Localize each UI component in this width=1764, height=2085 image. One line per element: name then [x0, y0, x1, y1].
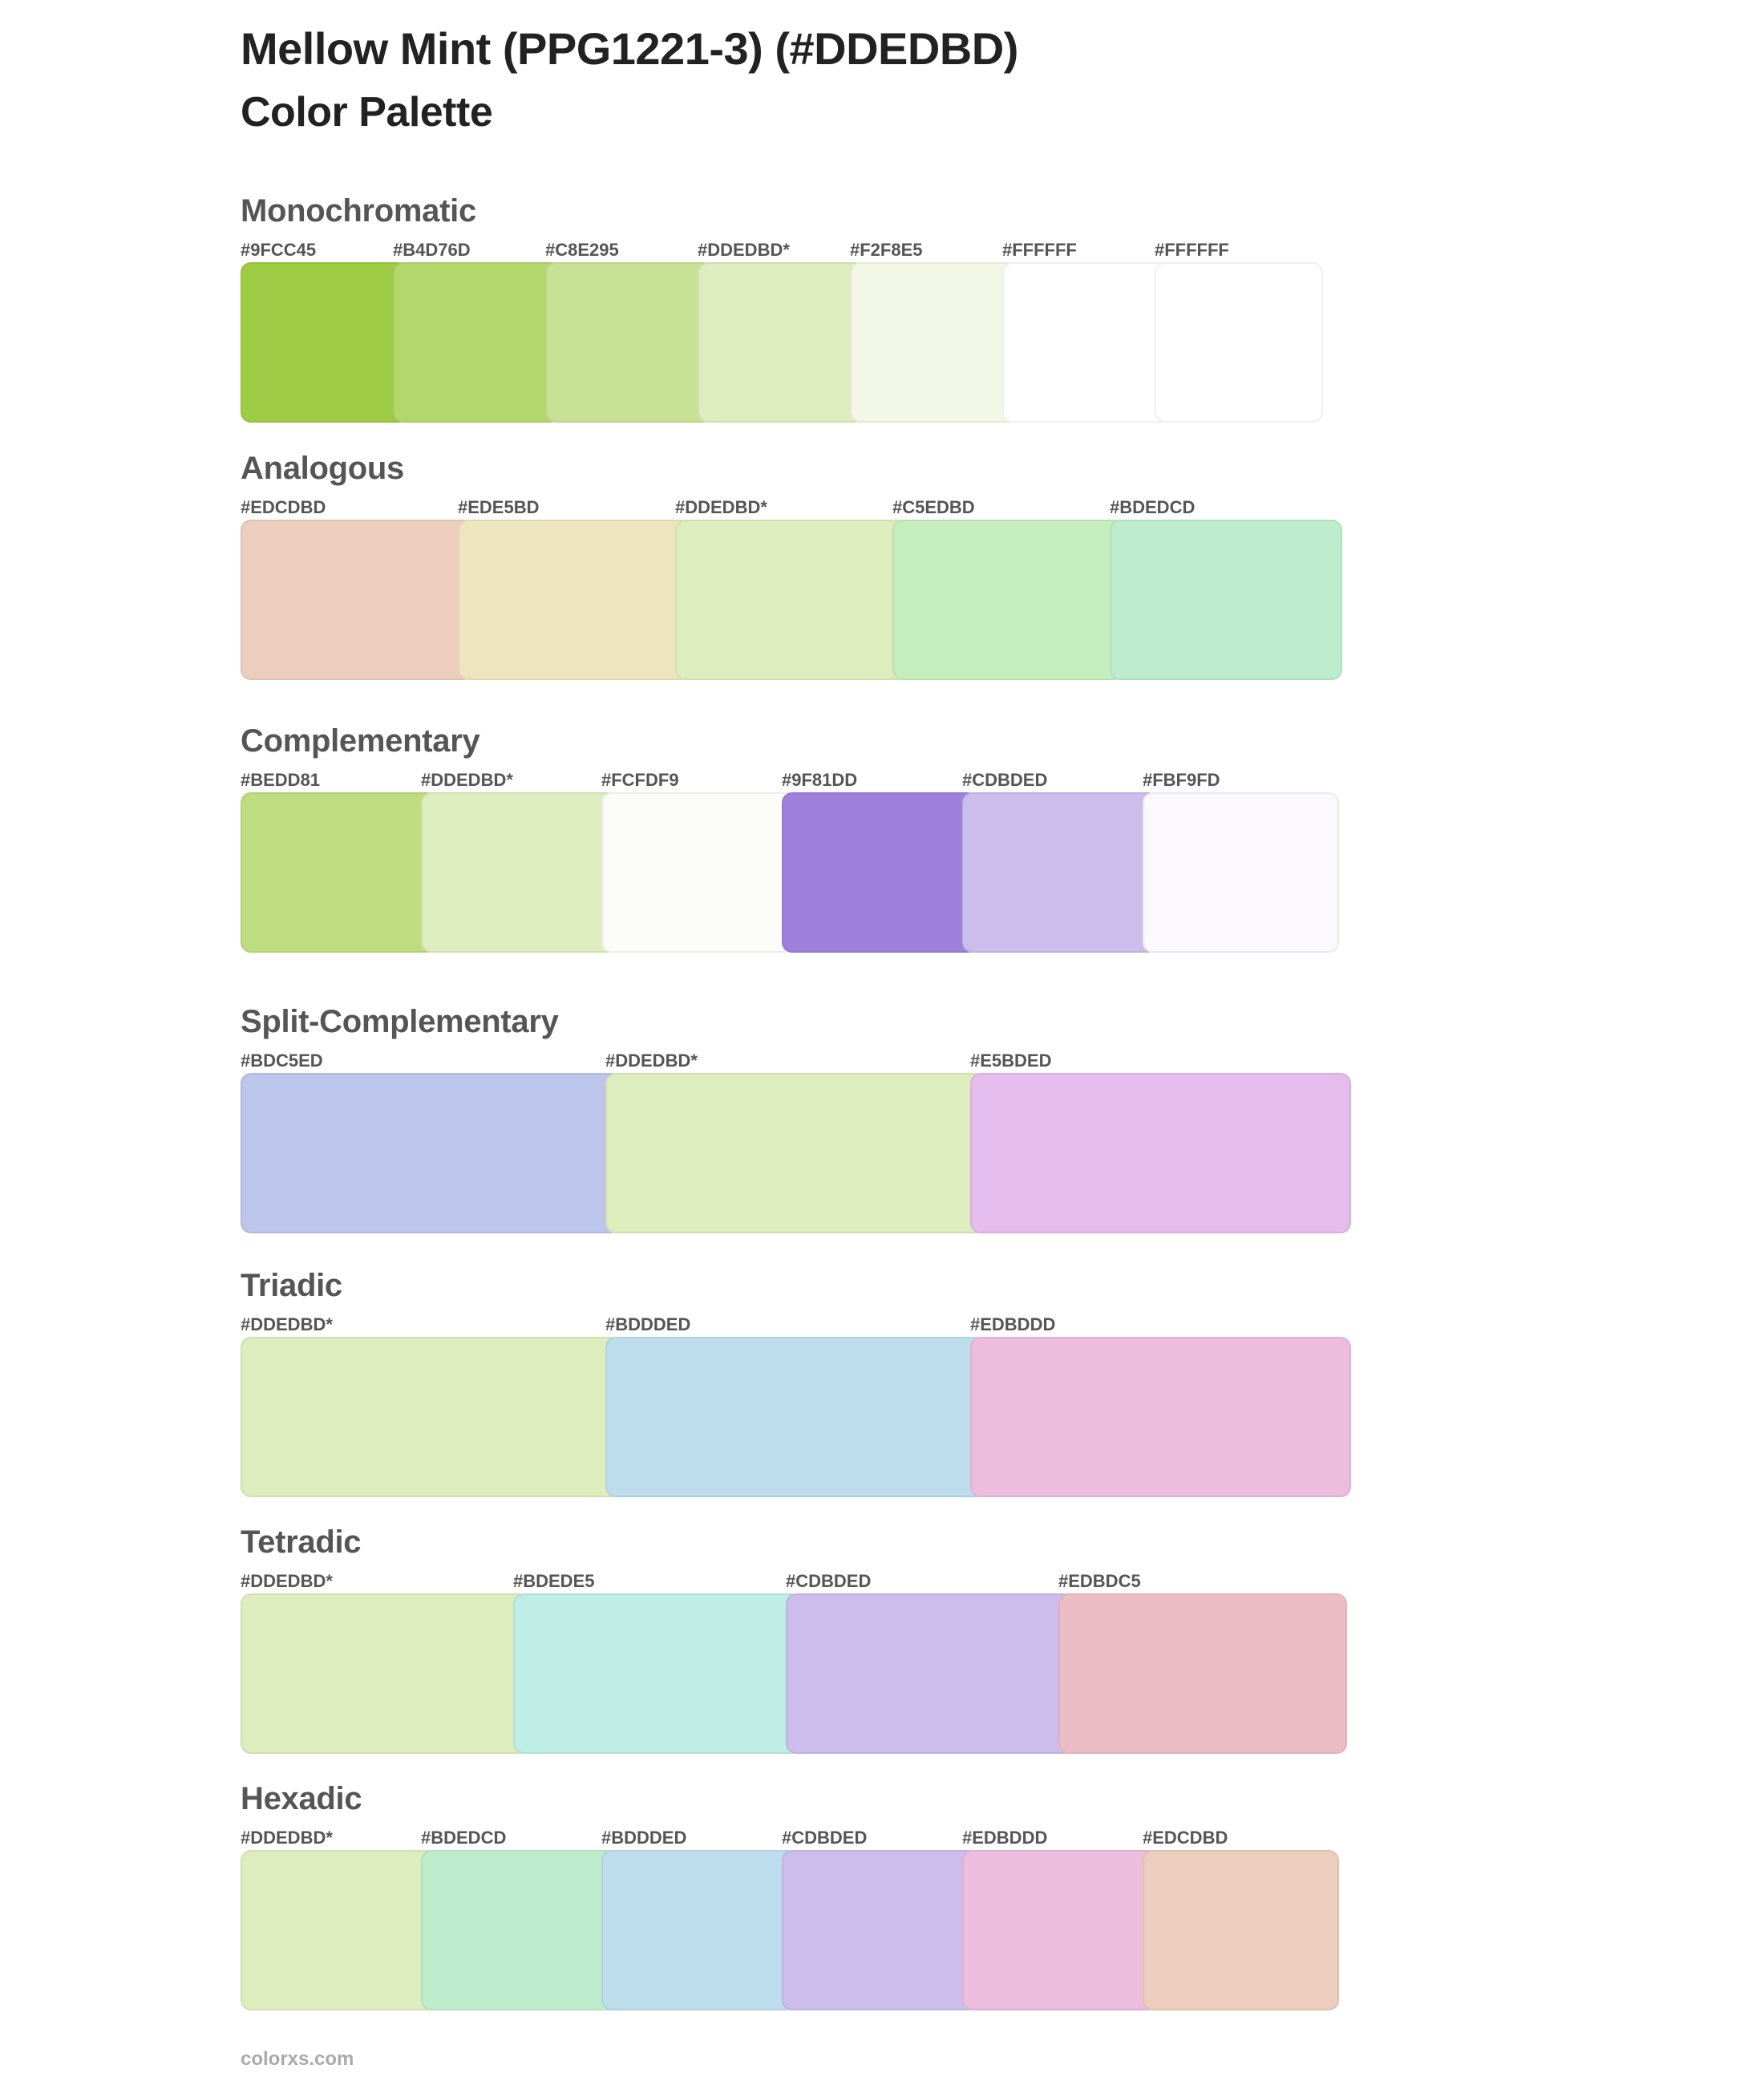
section-title: Analogous — [241, 451, 404, 486]
swatch-hex-label: #FCFDF9 — [601, 770, 679, 790]
swatch-hex-label: #F2F8E5 — [850, 240, 923, 260]
swatch-hex-label: #BDC5ED — [241, 1051, 323, 1071]
swatch-hex-label: #C5EDBD — [892, 497, 975, 517]
color-swatch[interactable] — [962, 792, 1159, 953]
color-swatch[interactable] — [970, 1073, 1351, 1233]
color-swatch[interactable] — [605, 1073, 986, 1233]
color-swatch[interactable] — [782, 1850, 978, 2010]
swatch-hex-label: #EDE5BD — [458, 497, 540, 517]
color-swatch[interactable] — [241, 1593, 529, 1754]
color-swatch[interactable] — [393, 262, 561, 423]
section-title: Monochromatic — [241, 193, 476, 229]
color-swatch[interactable] — [601, 1850, 798, 2010]
color-swatch[interactable] — [241, 792, 437, 953]
swatch-hex-label: #DDEDBD* — [605, 1051, 698, 1071]
palette-section-hexadic: Hexadic #DDEDBD* #BDEDCD #BDDDED #CDBDED #EDB… — [241, 1781, 1443, 2027]
palette-section-analogous: Analogous #EDCDBD #EDE5BD #DDEDBD* #C5EDBD #B… — [241, 451, 1443, 697]
swatch-hex-label: #FBF9FD — [1143, 770, 1220, 790]
color-swatch[interactable] — [1155, 262, 1323, 423]
page-title: Mellow Mint (PPG1221-3) (#DDEDBD) — [241, 23, 1018, 74]
swatch-hex-label: #CDBDED — [782, 1828, 868, 1848]
color-swatch[interactable] — [421, 1850, 617, 2010]
swatch-hex-label: #CDBDED — [962, 770, 1048, 790]
color-swatch[interactable] — [241, 1073, 621, 1233]
color-swatch[interactable] — [601, 792, 798, 953]
swatch-hex-label: #9F81DD — [782, 770, 858, 790]
footer-site-link[interactable]: colorxs.com — [241, 2048, 354, 2070]
swatch-hex-label: #DDEDBD* — [241, 1828, 333, 1848]
swatch-hex-label: #EDCDBD — [241, 497, 326, 517]
swatch-hex-label: #BDEDE5 — [513, 1571, 595, 1591]
color-swatch[interactable] — [850, 262, 1018, 423]
color-swatch[interactable] — [241, 262, 409, 423]
swatch-hex-label: #E5BDED — [970, 1051, 1052, 1071]
section-title: Complementary — [241, 723, 480, 759]
swatch-hex-label: #CDBDED — [786, 1571, 872, 1591]
color-swatch[interactable] — [962, 1850, 1159, 2010]
color-swatch[interactable] — [1143, 792, 1339, 953]
swatch-hex-label: #DDEDBD* — [421, 770, 513, 790]
page-subtitle: Color Palette — [241, 89, 493, 136]
color-swatch[interactable] — [241, 1850, 437, 2010]
swatch-hex-label: #EDCDBD — [1143, 1828, 1228, 1848]
palette-section-tetradic: Tetradic #DDEDBD* #BDEDE5 #CDBDED #EDBDC5 — [241, 1524, 1443, 1771]
swatch-hex-label: #DDEDBD* — [241, 1571, 333, 1591]
swatch-hex-label: #BDDDED — [605, 1314, 691, 1334]
swatch-hex-label: #FFFFFF — [1002, 240, 1077, 260]
color-swatch[interactable] — [241, 520, 473, 680]
color-swatch[interactable] — [1058, 1593, 1347, 1754]
palette-section-split-complementary: Split-Complementary #BDC5ED #DDEDBD* #E5BDE… — [241, 1004, 1443, 1250]
palette-section-complementary: Complementary #BEDD81 #DDEDBD* #FCFDF9 #9F81… — [241, 723, 1443, 970]
color-swatch[interactable] — [970, 1337, 1351, 1497]
color-swatch[interactable] — [675, 520, 908, 680]
color-swatch[interactable] — [458, 520, 690, 680]
section-title: Tetradic — [241, 1524, 362, 1560]
color-swatch[interactable] — [698, 262, 866, 423]
section-title: Split-Complementary — [241, 1004, 559, 1039]
color-swatch[interactable] — [1002, 262, 1171, 423]
swatch-hex-label: #EDBDDD — [970, 1314, 1056, 1334]
palette-section-monochromatic: Monochromatic #9FCC45 #B4D76D #C8E295 #DDEDB… — [241, 193, 1443, 439]
color-swatch[interactable] — [241, 1337, 621, 1497]
swatch-hex-label: #FFFFFF — [1155, 240, 1229, 260]
color-swatch[interactable] — [605, 1337, 986, 1497]
color-swatch[interactable] — [1143, 1850, 1339, 2010]
color-swatch[interactable] — [421, 792, 617, 953]
swatch-hex-label: #DDEDBD* — [698, 240, 790, 260]
swatch-hex-label: #BEDD81 — [241, 770, 321, 790]
swatch-hex-label: #DDEDBD* — [675, 497, 767, 517]
color-swatch[interactable] — [513, 1593, 802, 1754]
swatch-hex-label: #B4D76D — [393, 240, 471, 260]
section-title: Triadic — [241, 1268, 342, 1303]
swatch-hex-label: #DDEDBD* — [241, 1314, 333, 1334]
swatch-hex-label: #C8E295 — [545, 240, 619, 260]
swatch-hex-label: #9FCC45 — [241, 240, 317, 260]
section-title: Hexadic — [241, 1781, 362, 1816]
swatch-hex-label: #EDBDC5 — [1058, 1571, 1141, 1591]
palette-section-triadic: Triadic #DDEDBD* #BDDDED #EDBDDD — [241, 1268, 1443, 1514]
color-swatch[interactable] — [782, 792, 978, 953]
color-swatch[interactable] — [1110, 520, 1342, 680]
swatch-hex-label: #BDEDCD — [1110, 497, 1196, 517]
swatch-hex-label: #EDBDDD — [962, 1828, 1048, 1848]
color-swatch[interactable] — [545, 262, 714, 423]
swatch-hex-label: #BDDDED — [601, 1828, 687, 1848]
color-swatch[interactable] — [786, 1593, 1074, 1754]
swatch-hex-label: #BDEDCD — [421, 1828, 507, 1848]
color-swatch[interactable] — [892, 520, 1125, 680]
